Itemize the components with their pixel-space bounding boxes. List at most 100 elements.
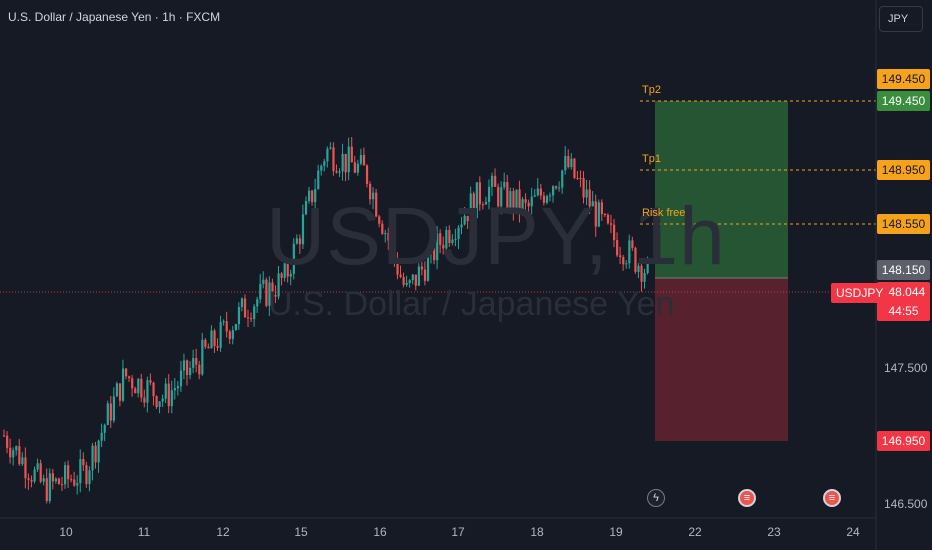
last-price-label: 148.044: [877, 282, 930, 302]
entry-price-label[interactable]: 148.150: [877, 260, 930, 280]
candle-body: [619, 255, 622, 258]
candle-body: [454, 239, 457, 241]
candle-body: [143, 397, 146, 403]
candle-body: [97, 440, 100, 463]
candle-body: [466, 215, 469, 222]
x-tick-label: 12: [216, 525, 230, 539]
candle-body: [243, 298, 247, 318]
candle-body: [634, 247, 637, 272]
candle-body: [265, 279, 268, 306]
candle-body: [216, 346, 219, 348]
candle-body: [585, 189, 588, 198]
candle-body: [545, 196, 549, 203]
candle-body: [442, 244, 445, 249]
candle-body: [115, 383, 119, 397]
candle-body: [359, 154, 363, 164]
candle-body: [161, 398, 164, 402]
candle-body: [33, 469, 36, 482]
candle-body: [369, 183, 372, 200]
candle-body: [94, 445, 97, 463]
candle-body: [73, 479, 76, 486]
candle-body: [527, 202, 530, 207]
candle-body: [45, 478, 48, 501]
candle-body: [445, 230, 448, 249]
lightning-icon[interactable]: ϟ: [647, 489, 665, 507]
candle-body: [121, 368, 125, 401]
tp2-level-price-label[interactable]: 149.450: [877, 69, 930, 89]
candle-body: [164, 383, 167, 399]
candle-body: [381, 223, 384, 234]
us-flag-icon[interactable]: ≡: [823, 489, 841, 507]
candle-body: [643, 272, 646, 282]
candle-body: [487, 186, 491, 202]
candle-body: [579, 177, 582, 179]
candle-body: [448, 230, 451, 244]
candle-body: [576, 177, 579, 179]
candle-body: [417, 266, 420, 286]
candle-body: [622, 257, 625, 265]
y-tick-label: 146.500: [884, 497, 928, 511]
candle-body: [237, 307, 241, 325]
candle-body: [384, 233, 387, 235]
candle-body: [152, 382, 155, 397]
candle-body: [317, 170, 320, 190]
candle-body: [48, 473, 51, 501]
candle-body: [378, 216, 381, 224]
bar-countdown: 44:55: [877, 301, 930, 321]
candle-body: [463, 215, 466, 225]
candle-body: [570, 158, 573, 168]
candle-body: [399, 274, 402, 278]
candle-body: [558, 187, 561, 189]
candle-body: [179, 370, 183, 387]
candle-body: [365, 165, 369, 184]
candle-body: [204, 339, 207, 347]
candle-body: [253, 306, 256, 320]
candle-body: [277, 273, 280, 297]
candle-body: [3, 435, 6, 437]
candle-body: [344, 153, 347, 173]
currency-button[interactable]: JPY: [879, 6, 923, 32]
candle-body: [628, 240, 631, 264]
chart-title: U.S. Dollar / Japanese Yen · 1h · FXCM: [8, 10, 221, 24]
tp2-target-price-label[interactable]: 149.450: [877, 91, 930, 111]
candle-body: [201, 339, 204, 375]
stop-price-label[interactable]: 146.950: [877, 431, 930, 451]
tp1-price-label[interactable]: 148.950: [877, 160, 930, 180]
candle-body: [393, 242, 396, 259]
candle-body: [600, 202, 603, 214]
candle-body: [484, 201, 488, 205]
candle-body: [231, 330, 234, 340]
candle-body: [512, 191, 515, 211]
candle-body: [533, 195, 536, 197]
candle-body: [439, 233, 442, 245]
candle-body: [396, 258, 399, 275]
candle-body: [51, 473, 54, 482]
candle-body: [338, 171, 341, 173]
x-tick-label: 24: [846, 525, 860, 539]
candle-body: [411, 274, 414, 281]
candle-body: [494, 175, 497, 187]
candle-body: [176, 386, 180, 389]
x-tick-label: 11: [137, 525, 151, 539]
candle-body: [326, 148, 329, 162]
candle-body: [308, 190, 311, 202]
candle-body: [430, 240, 433, 254]
candle-body: [460, 224, 463, 228]
candles-layer: [3, 137, 649, 504]
tp1-label: Tp1: [642, 153, 661, 165]
candle-body: [39, 463, 42, 482]
description-watermark: U.S. Dollar / Japanese Yen: [268, 285, 675, 323]
candle-body: [408, 280, 411, 283]
candle-body: [521, 199, 524, 213]
candle-body: [79, 459, 82, 484]
candle-body: [625, 263, 628, 265]
candle-body: [27, 478, 30, 480]
candle-body: [426, 253, 430, 281]
candle-body: [387, 233, 390, 241]
candle-body: [433, 240, 436, 261]
candle-body: [350, 146, 353, 163]
risk-free-price-label[interactable]: 148.550: [877, 214, 930, 234]
us-flag-icon[interactable]: ≡: [738, 489, 756, 507]
candle-body: [500, 187, 503, 207]
